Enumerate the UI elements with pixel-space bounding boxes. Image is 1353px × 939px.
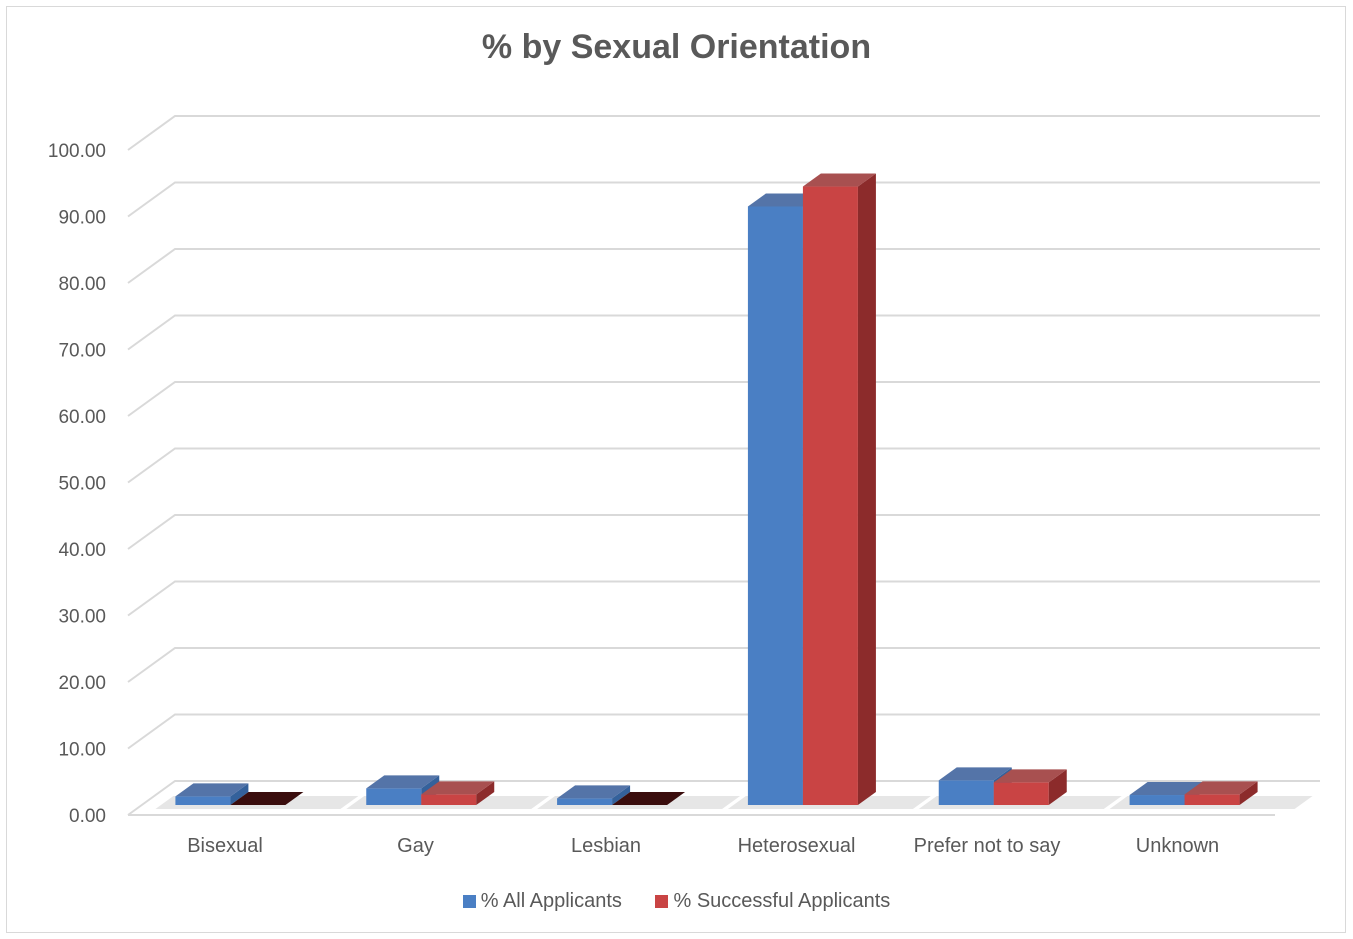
bar-side xyxy=(230,783,249,805)
bar-front xyxy=(421,794,477,805)
plot-area: 0.00 10.00 20.00 30.00 40.00 50.00 60.00 70.00 8… xyxy=(48,115,1320,857)
y-tick-label: 0.00 xyxy=(69,806,106,827)
legend-swatch-series-2 xyxy=(655,895,669,908)
bar-side xyxy=(857,173,876,806)
gridline xyxy=(127,248,1320,284)
y-tick-label: 60.00 xyxy=(58,407,106,428)
bar-top xyxy=(802,173,876,187)
bar-top xyxy=(421,781,495,795)
legend: % All Applicants % Successful Applicants xyxy=(0,890,1353,913)
bar-front xyxy=(802,186,858,806)
bar-prefer-not-to-say-series-2 xyxy=(993,769,1067,805)
bar-top xyxy=(1184,781,1258,795)
bar-top xyxy=(993,769,1067,783)
gridline xyxy=(127,181,1320,218)
gridline xyxy=(127,514,1320,550)
bar-top xyxy=(175,783,249,797)
y-tick-label: 40.00 xyxy=(58,540,106,561)
y-tick-label: 80.00 xyxy=(58,274,106,295)
bar-front xyxy=(993,782,1049,805)
bar-top xyxy=(1129,782,1203,796)
bar-side xyxy=(1048,769,1067,805)
bar-lesbian-series-1 xyxy=(557,785,631,805)
gridline xyxy=(127,115,1320,151)
legend-item-series-1: % All Applicants xyxy=(462,890,622,913)
bar-front xyxy=(938,780,994,805)
legend-label-series-1: % All Applicants xyxy=(480,890,622,912)
bar-top xyxy=(612,792,686,805)
bar-unknown-series-2 xyxy=(1184,781,1258,805)
legend-item-series-2: % Successful Applicants xyxy=(655,890,890,913)
chart-title: % by Sexual Orientation xyxy=(481,28,872,66)
x-tick-label: Prefer not to say xyxy=(914,835,1061,857)
y-tick-label: 50.00 xyxy=(58,474,106,495)
y-tick-label: 30.00 xyxy=(58,607,106,628)
y-tick-label: 10.00 xyxy=(58,740,106,761)
y-tick-label: 100.00 xyxy=(48,141,106,162)
gridline xyxy=(127,580,1320,617)
chart-frame xyxy=(6,6,1346,933)
x-tick-label: Bisexual xyxy=(187,835,263,857)
bar-bisexual-series-1 xyxy=(175,783,249,805)
bar-front xyxy=(557,798,613,805)
gridline xyxy=(127,713,1320,750)
x-tick-label: Unknown xyxy=(1136,835,1219,857)
bar-front xyxy=(1129,795,1185,805)
y-tick-label: 20.00 xyxy=(58,673,106,694)
bar-side xyxy=(476,781,495,805)
legend-label-series-2: % Successful Applicants xyxy=(673,890,891,912)
bar-top xyxy=(747,193,821,207)
bar-lesbian-series-2 xyxy=(612,792,686,805)
bar-gay-series-2 xyxy=(421,781,495,805)
bar-side xyxy=(612,785,631,805)
x-tick-label: Heterosexual xyxy=(738,835,856,857)
bar-top xyxy=(366,775,440,789)
bar-top xyxy=(230,792,304,805)
gridline xyxy=(127,381,1320,417)
bar-heterosexual-series-2 xyxy=(802,173,876,806)
bar-top xyxy=(557,785,631,799)
y-tick-label: 90.00 xyxy=(58,208,106,229)
gridline xyxy=(127,447,1320,484)
bar-front xyxy=(175,796,231,805)
y-tick-label: 70.00 xyxy=(58,341,106,362)
x-tick-label: Lesbian xyxy=(571,835,641,857)
bar-front xyxy=(1184,794,1240,805)
bar-side xyxy=(1239,781,1258,805)
bar-bisexual-series-2 xyxy=(230,792,304,805)
gridline xyxy=(127,314,1320,351)
gridline xyxy=(127,647,1320,683)
bar-front xyxy=(366,788,422,805)
x-tick-label: Gay xyxy=(397,835,434,857)
legend-swatch-series-1 xyxy=(462,895,476,908)
bar-top xyxy=(938,767,1012,781)
gridline xyxy=(127,780,1320,816)
bar-front xyxy=(747,206,803,805)
